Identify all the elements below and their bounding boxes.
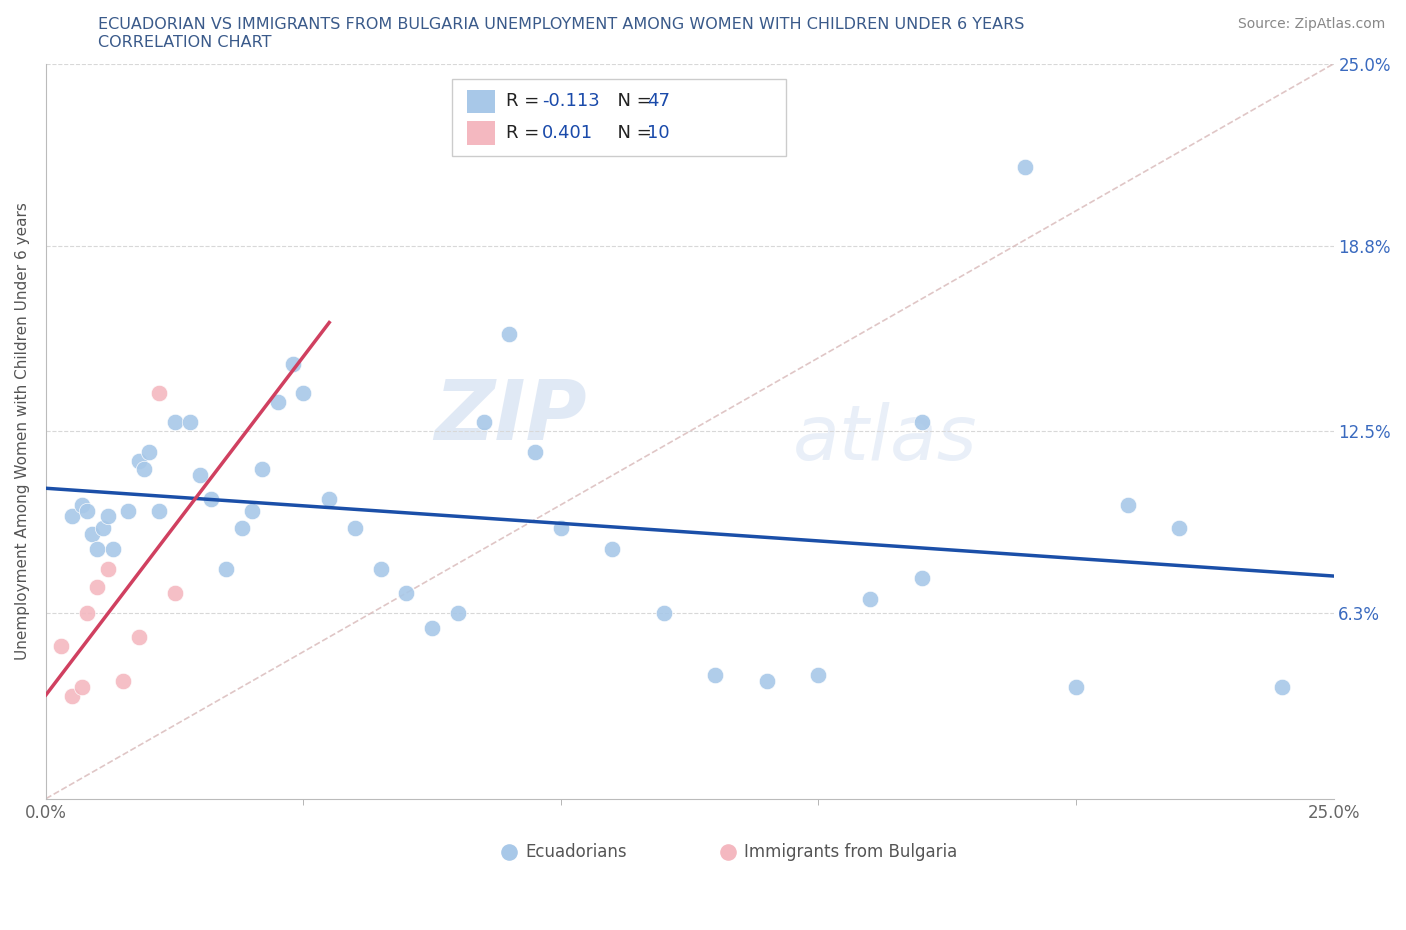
Point [163, 415, 186, 430]
Point [704, 668, 727, 683]
Point [756, 673, 779, 688]
Point [128, 453, 150, 468]
Text: ZIP: ZIP [434, 376, 586, 457]
Point [267, 394, 290, 409]
Point [252, 462, 274, 477]
Point [132, 462, 155, 477]
Point [60, 688, 83, 703]
Point [138, 445, 160, 459]
Text: N =: N = [606, 92, 658, 111]
Point [910, 415, 932, 430]
Point [190, 468, 212, 483]
Point [101, 541, 124, 556]
Point [76, 503, 98, 518]
Point [447, 606, 470, 621]
Text: N =: N = [606, 124, 658, 142]
Text: 10: 10 [647, 124, 669, 142]
Point [498, 326, 520, 341]
Point [70, 498, 93, 512]
Point [859, 591, 882, 606]
Point [128, 630, 150, 644]
Point [200, 491, 222, 506]
Point [524, 445, 547, 459]
Point [1271, 680, 1294, 695]
Point [1168, 521, 1191, 536]
Point [117, 503, 139, 518]
Point [602, 541, 624, 556]
Point [91, 521, 114, 536]
Text: 47: 47 [647, 92, 671, 111]
Point [148, 503, 170, 518]
Y-axis label: Unemployment Among Women with Children Under 6 years: Unemployment Among Women with Children U… [15, 203, 30, 660]
Point [283, 356, 305, 371]
Point [292, 386, 315, 401]
FancyBboxPatch shape [451, 78, 786, 155]
Text: atlas: atlas [793, 402, 977, 475]
Point [82, 526, 104, 541]
Point [86, 579, 108, 594]
Text: R =: R = [506, 124, 544, 142]
Point [97, 509, 120, 524]
Point [240, 503, 263, 518]
Point [76, 606, 98, 621]
Point [51, 638, 73, 653]
Point [60, 509, 83, 524]
Text: ECUADORIAN VS IMMIGRANTS FROM BULGARIA UNEMPLOYMENT AMONG WOMEN WITH CHILDREN UN: ECUADORIAN VS IMMIGRANTS FROM BULGARIA U… [98, 17, 1025, 32]
Point [318, 491, 340, 506]
Point [472, 415, 495, 430]
Point [370, 562, 392, 577]
Text: 0.401: 0.401 [541, 124, 593, 142]
Point [910, 571, 932, 586]
FancyBboxPatch shape [467, 89, 495, 113]
Text: -0.113: -0.113 [541, 92, 599, 111]
Text: R =: R = [506, 92, 544, 111]
Point [97, 562, 120, 577]
Point [70, 680, 93, 695]
Point [148, 386, 170, 401]
Text: CORRELATION CHART: CORRELATION CHART [98, 35, 271, 50]
Point [395, 586, 418, 601]
Text: Ecuadorians: Ecuadorians [524, 843, 627, 860]
Text: Immigrants from Bulgaria: Immigrants from Bulgaria [744, 843, 957, 860]
Point [343, 521, 366, 536]
Point [550, 521, 572, 536]
Point [420, 620, 443, 635]
FancyBboxPatch shape [467, 121, 495, 145]
Point [112, 673, 135, 688]
Point [86, 541, 108, 556]
Point [231, 521, 253, 536]
Point [652, 606, 675, 621]
Point [1116, 498, 1139, 512]
Point [1064, 680, 1087, 695]
Text: Source: ZipAtlas.com: Source: ZipAtlas.com [1237, 17, 1385, 31]
Point [163, 586, 186, 601]
Point [1014, 159, 1036, 174]
Point [179, 415, 201, 430]
Point [807, 668, 830, 683]
Point [215, 562, 238, 577]
